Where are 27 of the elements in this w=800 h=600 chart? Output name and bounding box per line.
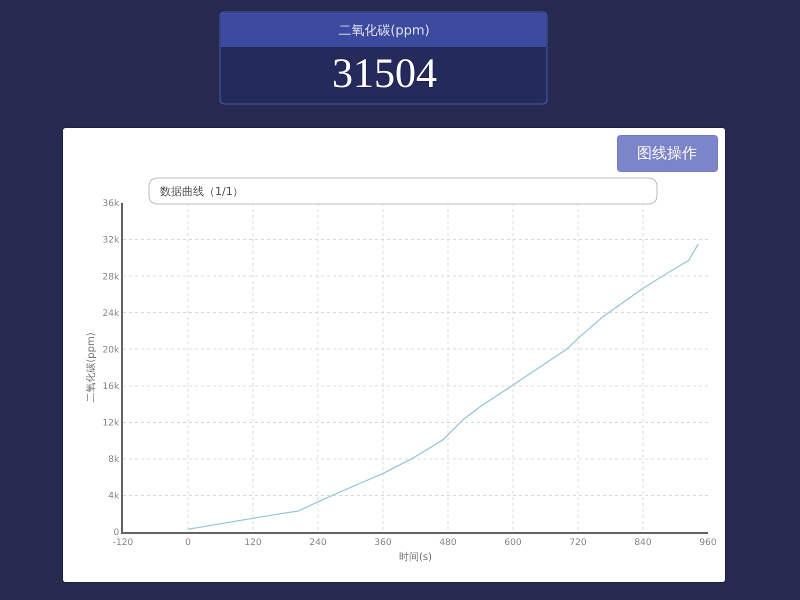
y-axis-title: 二氧化碳(ppm) [85,332,98,403]
x-tick-label: 360 [374,538,392,548]
y-tick-label: 24k [102,308,120,319]
x-axis-title: 时间(s) [398,550,432,563]
x-tick-label: 840 [634,538,652,548]
x-tick-label: 720 [569,538,587,548]
y-tick-label: 0 [113,528,120,538]
y-tick-label: 28k [102,272,120,282]
y-tick-label: 36k [102,199,120,210]
y-tick-label: 32k [102,236,120,246]
x-tick-label: 0 [185,538,192,548]
chart-title: 二氧化碳(ppm) [338,24,430,39]
text: 31504 [332,51,437,97]
x-tick-label: 240 [309,538,327,548]
x-tick-label: 480 [439,538,457,548]
y-tick-label: 4k [108,492,120,502]
y-tick-label: 16k [102,382,120,392]
y-tick-label: 12k [102,418,120,428]
line-series [187,243,699,530]
text: 数据曲线（1/1） [160,185,244,198]
x-tick-label: 120 [244,538,262,548]
x-tick-label: 960 [699,538,717,548]
text: 图线操作 [637,144,697,162]
y-tick-label: 20k [102,345,120,356]
x-tick-label: -120 [112,538,134,548]
y-tick-label: 8k [108,455,120,466]
x-tick-label: 600 [504,538,522,548]
